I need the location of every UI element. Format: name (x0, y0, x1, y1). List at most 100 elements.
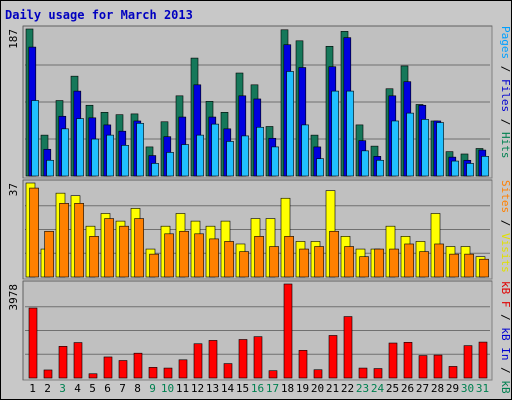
bar-bottom-kb-f-14 (223, 363, 233, 379)
bar-top-pages-17 (271, 146, 279, 177)
bar-bottom-kb-f-20 (313, 369, 323, 379)
bar-top-pages-23 (361, 150, 369, 177)
bar-bottom-kb-f-7 (118, 360, 128, 379)
legend-top-0: Pages (499, 26, 512, 59)
bar-top-pages-16 (256, 126, 264, 177)
bar-bottom-kb-f-30 (463, 345, 473, 379)
legend-middle-1: / (499, 213, 512, 233)
bar-top-pages-21 (331, 90, 339, 177)
bar-middle-sites-17 (269, 246, 279, 278)
legend-top-2: Files (499, 79, 512, 112)
bar-bottom-kb-f-11 (178, 359, 188, 379)
bar-middle-sites-25 (389, 248, 399, 278)
day-label-12: 12 (191, 382, 204, 395)
bar-top-pages-3 (61, 128, 69, 177)
bar-middle-sites-9 (149, 253, 159, 278)
day-label-8: 8 (134, 382, 141, 395)
bar-bottom-kb-f-21 (328, 335, 338, 379)
day-label-20: 20 (311, 382, 324, 395)
bar-top-pages-1 (31, 100, 39, 177)
day-label-27: 27 (416, 382, 429, 395)
bar-top-pages-14 (226, 141, 234, 177)
bar-top-pages-2 (46, 159, 54, 177)
legend-bottom-0: kB F (499, 281, 512, 308)
bar-top-pages-8 (136, 123, 144, 177)
day-label-10: 10 (161, 382, 174, 395)
bar-top-pages-15 (241, 135, 249, 177)
day-label-19: 19 (296, 382, 309, 395)
bar-top-pages-12 (196, 134, 204, 177)
legend-top-4: Hits (499, 132, 512, 159)
bar-middle-sites-3 (59, 203, 69, 278)
legend-top-1: / (499, 59, 512, 79)
legend-middle-2: Visits (499, 233, 512, 273)
day-label-2: 2 (44, 382, 51, 395)
bar-bottom-kb-f-1 (28, 307, 38, 379)
bar-top-pages-25 (391, 120, 399, 177)
bar-top-pages-6 (106, 134, 114, 177)
legend-bottom-1: / (499, 308, 512, 328)
bar-top-pages-13 (211, 123, 219, 177)
bar-middle-sites-12 (194, 233, 204, 278)
legend-bottom-2: kB In (499, 327, 512, 360)
bar-top-pages-26 (406, 112, 414, 177)
bar-middle-sites-28 (434, 243, 444, 278)
day-label-31: 31 (476, 382, 489, 395)
bar-bottom-kb-f-28 (433, 354, 443, 379)
bar-bottom-kb-f-22 (343, 316, 353, 379)
bar-middle-sites-21 (329, 230, 339, 278)
bar-bottom-kb-f-31 (478, 341, 488, 379)
bar-bottom-kb-f-13 (208, 340, 218, 379)
legend-bottom-4: kB Out (499, 380, 512, 400)
bar-middle-sites-15 (239, 251, 249, 278)
bar-top-pages-9 (151, 163, 159, 177)
day-label-14: 14 (221, 382, 235, 395)
legend-top-3: / (499, 112, 512, 132)
bar-bottom-kb-f-29 (448, 366, 458, 379)
day-label-9: 9 (149, 382, 156, 395)
bar-middle-sites-14 (224, 241, 234, 278)
day-label-11: 11 (176, 382, 189, 395)
bar-middle-sites-2 (44, 230, 54, 278)
bar-middle-sites-23 (359, 256, 369, 278)
bar-top-pages-10 (166, 152, 174, 177)
bar-middle-sites-4 (74, 203, 84, 278)
day-label-23: 23 (356, 382, 369, 395)
day-label-18: 18 (281, 382, 294, 395)
day-label-21: 21 (326, 382, 339, 395)
day-label-3: 3 (59, 382, 66, 395)
bar-bottom-kb-f-10 (163, 367, 173, 379)
bar-bottom-kb-f-2 (43, 369, 53, 379)
bar-top-pages-22 (346, 90, 354, 177)
bar-top-pages-30 (466, 163, 474, 177)
bar-middle-sites-20 (314, 246, 324, 278)
bar-middle-sites-31 (479, 258, 489, 278)
chart-title: Daily usage for March 2013 (5, 8, 193, 22)
bar-middle-sites-30 (464, 253, 474, 278)
bar-middle-sites-13 (209, 238, 219, 278)
bar-middle-sites-16 (254, 236, 264, 278)
bar-bottom-kb-f-26 (403, 342, 413, 379)
bar-bottom-kb-f-4 (73, 342, 83, 379)
day-label-22: 22 (341, 382, 354, 395)
panel-bottom-max-label: 3978 (7, 284, 20, 311)
legend-middle-0: Sites (499, 180, 512, 213)
day-label-28: 28 (431, 382, 444, 395)
bar-middle-sites-26 (404, 243, 414, 278)
bar-top-pages-5 (91, 138, 99, 177)
panel-middle-legend: Sites / Visits (499, 180, 512, 273)
bar-top-pages-19 (301, 124, 309, 177)
bar-bottom-kb-f-25 (388, 342, 398, 379)
bar-top-pages-11 (181, 144, 189, 177)
bar-top-pages-24 (376, 159, 384, 177)
bar-middle-sites-29 (449, 253, 459, 278)
bar-top-pages-29 (451, 160, 459, 177)
bar-middle-sites-7 (119, 225, 129, 278)
bar-bottom-kb-f-19 (298, 350, 308, 379)
panel-top-max-label: 187 (7, 29, 20, 49)
day-label-7: 7 (119, 382, 126, 395)
bar-bottom-kb-f-18 (283, 283, 293, 379)
day-label-25: 25 (386, 382, 399, 395)
bar-top-pages-4 (76, 118, 84, 177)
